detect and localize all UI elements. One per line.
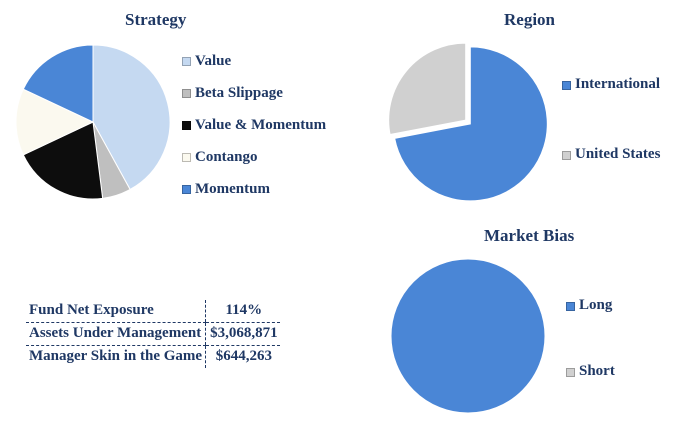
legend-label-international: International: [575, 76, 661, 92]
stat-value-assets-under-management: $3,068,871: [205, 322, 280, 346]
legend-swatch-contango: [182, 152, 191, 162]
legend-item-value: Value: [182, 45, 326, 77]
table-row-assets-under-management: Assets Under Management $3,068,871: [26, 322, 280, 346]
region-pie-chart: [388, 42, 548, 202]
legend-swatch-united-states: [562, 151, 571, 160]
table-row-net-exposure: Fund Net Exposure 114%: [26, 300, 280, 323]
table-row-manager-skin: Manager Skin in the Game $644,263: [26, 345, 280, 368]
market-bias-chart-title: Market Bias: [484, 226, 575, 245]
stat-label-assets-under-management: Assets Under Management: [26, 322, 206, 346]
pie-slice-momentum: [22, 44, 94, 123]
legend-label-contango: Contango: [195, 148, 258, 165]
legend-label-long: Long: [579, 297, 613, 313]
legend-swatch-value: [182, 56, 191, 66]
stat-label-manager-skin: Manager Skin in the Game: [29, 348, 203, 364]
pie-slice-international: [394, 46, 548, 202]
legend-item-international: International: [562, 76, 660, 146]
legend-item-united-states: United States: [562, 146, 660, 168]
legend-swatch-short: [566, 368, 575, 377]
legend-label-beta-slippage: Beta Slippage: [195, 84, 283, 101]
legend-swatch-international: [562, 81, 571, 90]
legend-item-long: Long: [566, 297, 615, 363]
market-bias-pie-chart: [390, 258, 546, 414]
market-bias-legend: Long Short: [566, 297, 615, 385]
legend-swatch-momentum: [182, 184, 191, 194]
strategy-chart-title: Strategy: [125, 10, 187, 29]
legend-label-value-momentum: Value & Momentum: [195, 116, 327, 133]
strategy-pie-chart: [15, 44, 171, 200]
legend-item-contango: Contango: [182, 141, 326, 173]
region-chart-title: Region: [504, 10, 555, 29]
legend-label-united-states: United States: [575, 146, 661, 162]
legend-label-momentum: Momentum: [195, 180, 270, 197]
legend-item-value-momentum: Value & Momentum: [182, 109, 326, 141]
legend-swatch-long: [566, 302, 575, 311]
pie-slice-united-states: [388, 42, 467, 136]
stat-value-net-exposure: 114%: [205, 300, 280, 323]
pie-slice-long: [390, 258, 546, 414]
legend-label-short: Short: [579, 363, 615, 379]
pie-slice-value-momentum: [22, 121, 104, 200]
stat-label-net-exposure: Fund Net Exposure: [26, 300, 206, 323]
legend-swatch-value-momentum: [182, 120, 191, 130]
legend-item-momentum: Momentum: [182, 173, 326, 205]
legend-label-value: Value: [195, 52, 232, 69]
pie-slice-value: [92, 44, 171, 191]
pie-slice-contango: [15, 88, 95, 156]
legend-item-beta-slippage: Beta Slippage: [182, 77, 326, 109]
fund-stats-table: Fund Net Exposure 114% Assets Under Mana…: [26, 300, 280, 368]
region-legend: International United States: [562, 76, 660, 168]
stat-value-manager-skin: $644,263: [205, 345, 280, 368]
legend-swatch-beta-slippage: [182, 88, 191, 98]
legend-item-short: Short: [566, 363, 615, 385]
strategy-legend: Value Beta Slippage Value & Momentum Con…: [182, 45, 326, 205]
